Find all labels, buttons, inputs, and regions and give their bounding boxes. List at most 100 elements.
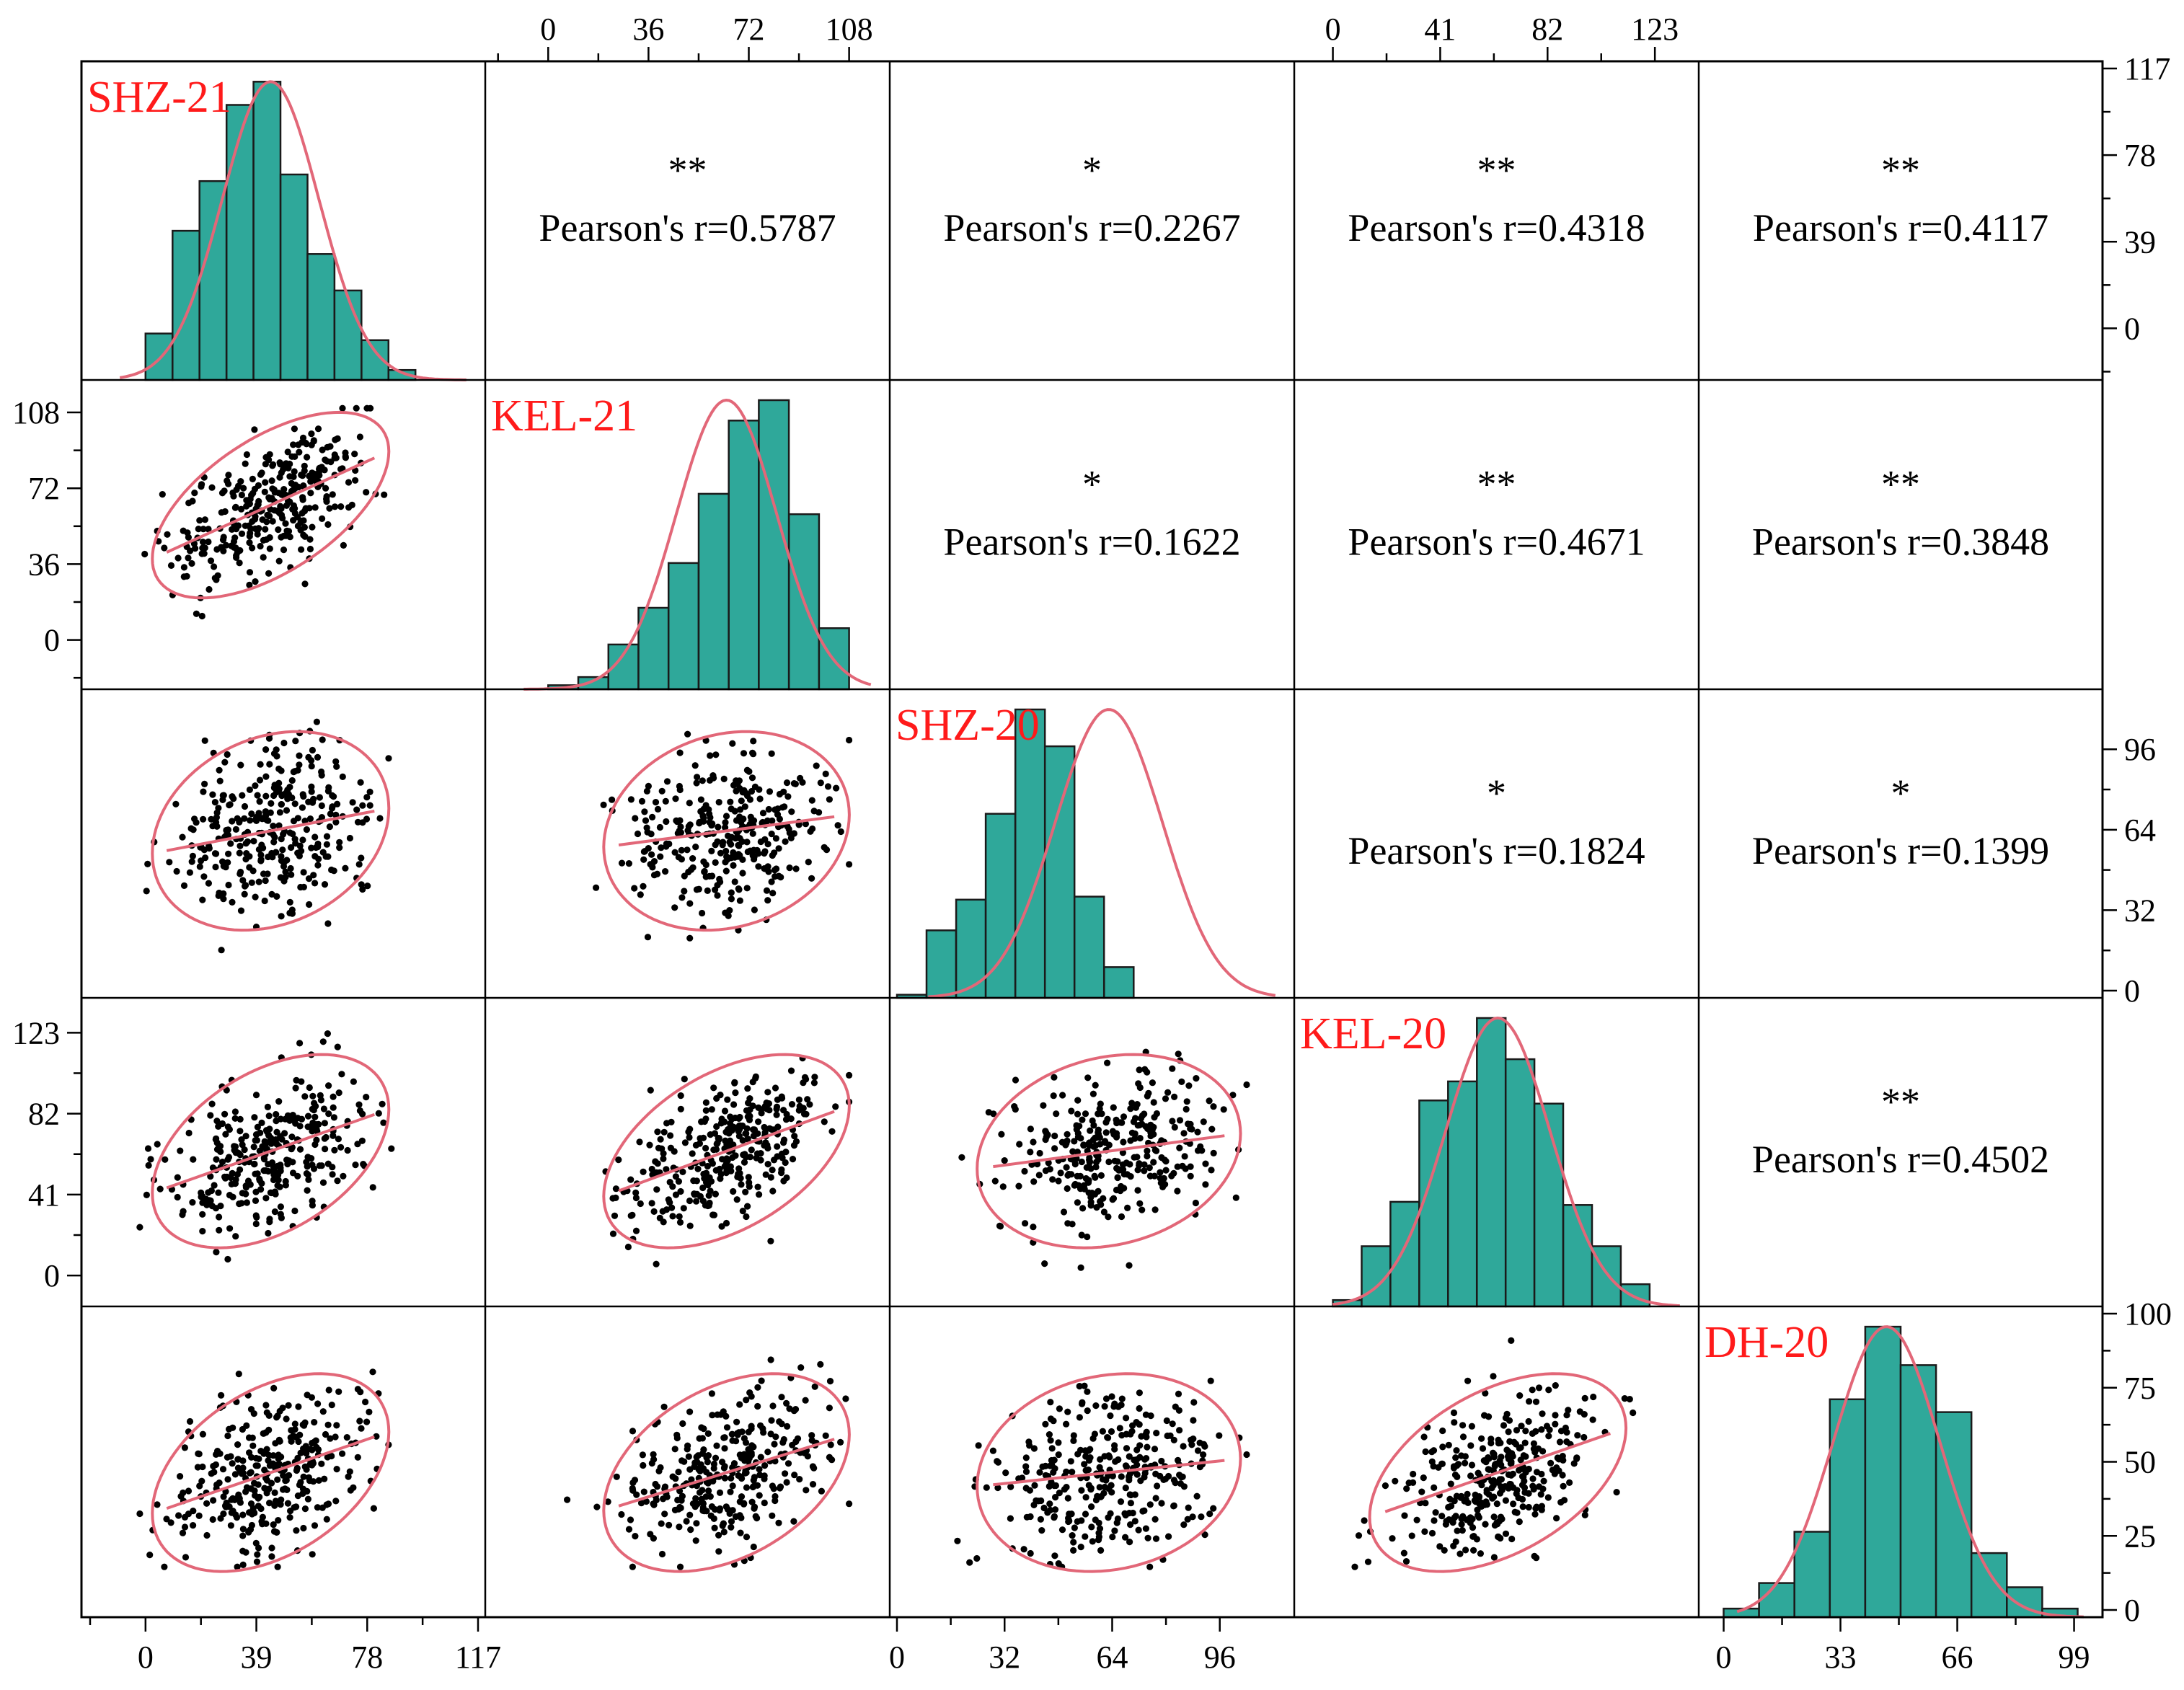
scatter-point [778, 1166, 785, 1173]
scatter-point [627, 1176, 635, 1183]
scatter-point [311, 504, 319, 511]
scatter-point [328, 805, 336, 812]
scatter-point [213, 546, 221, 553]
scatter-point [366, 802, 373, 809]
scatter-point [768, 1417, 775, 1424]
scatter-point [284, 1160, 291, 1168]
scatter-point [309, 746, 316, 754]
variable-label: KEL-21 [491, 391, 637, 441]
scatter-point [1141, 1161, 1148, 1168]
scatter-point [246, 864, 253, 871]
scatter-point [846, 1500, 853, 1508]
scatter-point [229, 1169, 236, 1177]
scatter-point [827, 1441, 834, 1448]
scatter-point [983, 1484, 990, 1491]
scatter-point [681, 1139, 689, 1146]
scatter-point [665, 1196, 672, 1203]
scatter-point [238, 530, 246, 537]
scatter-point [225, 480, 232, 487]
scatter-point [1539, 1410, 1546, 1417]
scatter-point [1183, 1098, 1190, 1105]
scatter-point [656, 823, 664, 831]
scatter-point [748, 1498, 756, 1505]
scatter-point [257, 857, 265, 864]
scatter-point [232, 1511, 239, 1518]
scatter-point [786, 864, 793, 872]
scatter-point [1513, 1509, 1521, 1516]
scatter-point [1064, 1137, 1071, 1144]
scatter-point [205, 880, 212, 887]
scatter-point [262, 1402, 270, 1409]
scatter-point [229, 526, 236, 534]
scatter-point [677, 1187, 684, 1195]
scatter-point [322, 1146, 329, 1153]
scatter-point [1070, 1547, 1077, 1554]
scatter-point [710, 774, 717, 782]
scatter-point [1565, 1407, 1572, 1414]
scatter-point [739, 789, 746, 796]
scatter-point [316, 1162, 323, 1169]
scatter-point [249, 1510, 256, 1518]
scatter-point [270, 1521, 277, 1528]
scatter-point [255, 525, 262, 532]
scatter-point [279, 1486, 287, 1493]
scatter-point [269, 518, 276, 525]
scatter-point [1521, 1489, 1529, 1496]
scatter-point [764, 1089, 772, 1096]
scatter-point [236, 849, 243, 857]
scatter-point [1150, 1159, 1157, 1166]
scatter-point [1047, 1415, 1055, 1423]
scatter-point [1448, 1503, 1455, 1510]
scatter-point [1063, 1164, 1070, 1171]
scatter-point [808, 1432, 815, 1439]
scatter-point [249, 475, 256, 483]
scatter-point [1505, 1471, 1512, 1478]
scatter-point [991, 1177, 999, 1185]
scatter-point [239, 1464, 247, 1472]
scatter-point [644, 934, 652, 941]
scatter-point [1474, 1506, 1481, 1513]
scatter-point [336, 839, 343, 846]
scatter-point [311, 1419, 318, 1426]
scatter-point [727, 798, 734, 805]
scatter-point [686, 1511, 694, 1518]
scatter-point [278, 1496, 285, 1503]
scatter-panel-points [958, 1048, 1250, 1271]
scatter-point [220, 547, 227, 554]
scatter-point [323, 498, 330, 505]
scatter-point [1502, 1415, 1509, 1422]
scatter-point [314, 1504, 321, 1511]
scatter-point [297, 1479, 304, 1486]
scatter-point [275, 779, 283, 787]
scatter-point [1127, 1521, 1134, 1528]
scatter-point [294, 1492, 301, 1500]
scatter-point [1096, 1525, 1104, 1532]
scatter-point [363, 489, 370, 496]
scatter-point [235, 1371, 242, 1378]
scatter-point [273, 849, 280, 856]
scatter-point [1129, 1509, 1136, 1517]
scatter-point [1104, 1434, 1111, 1441]
scatter-point [769, 890, 777, 897]
scatter-point [1232, 1194, 1239, 1201]
scatter-point [730, 1141, 737, 1149]
scatter-point [1590, 1393, 1597, 1401]
scatter-point [356, 433, 363, 441]
scatter-point [1082, 1533, 1089, 1540]
y-tick-label: 0 [44, 623, 60, 658]
scatter-point [234, 1456, 242, 1463]
scatter-point [750, 1477, 757, 1484]
scatter-point [650, 1500, 657, 1508]
scatter-point [699, 909, 706, 917]
scatter-point [1169, 1118, 1176, 1125]
scatter-point [727, 1113, 734, 1120]
scatter-point [302, 1443, 309, 1450]
scatter-point [264, 870, 271, 877]
scatter-point [1108, 1482, 1115, 1489]
scatter-point [209, 791, 216, 798]
scatter-point [1143, 1433, 1150, 1441]
scatter-point [692, 1495, 699, 1502]
regression-line [1384, 1432, 1612, 1513]
scatter-point [253, 1558, 261, 1565]
scatter-point [722, 819, 729, 826]
